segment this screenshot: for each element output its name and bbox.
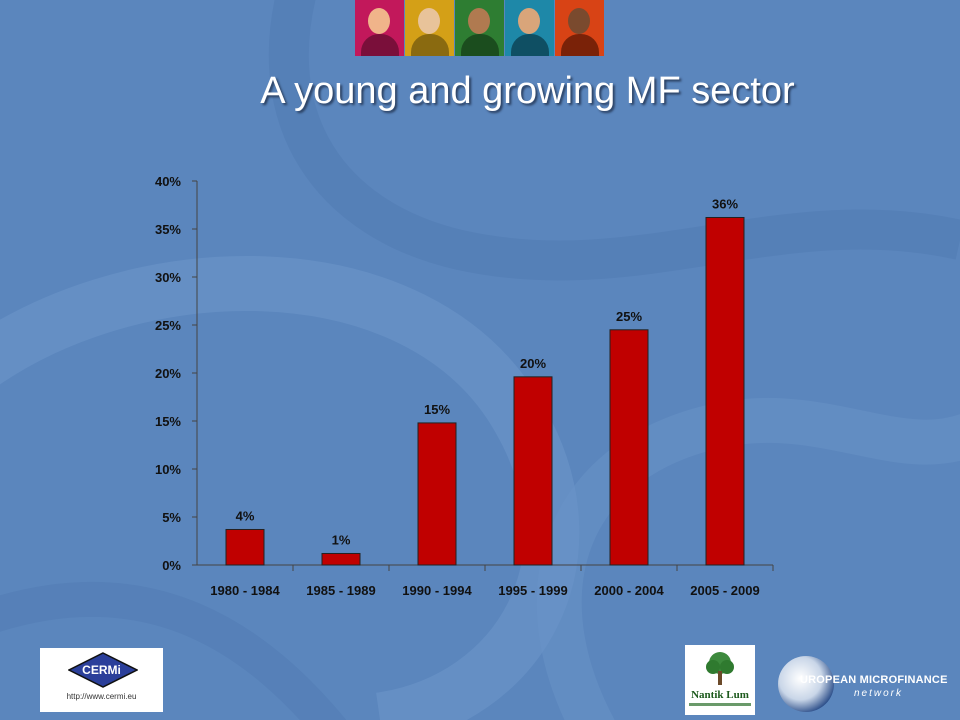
- bar-4: [513, 376, 553, 566]
- data-label-5: 25%: [616, 309, 642, 324]
- data-label-2: 1%: [332, 532, 351, 547]
- data-label-4: 20%: [520, 356, 546, 371]
- data-label-6: 36%: [712, 196, 738, 211]
- photo-2: [405, 0, 454, 56]
- photo-3: [455, 0, 504, 56]
- y-tick-label: 10%: [155, 462, 181, 477]
- tree-icon: [706, 652, 734, 685]
- emn-name: UROPEAN MICROFINANCE: [800, 674, 948, 686]
- bar-2: [321, 552, 361, 566]
- slide-title: A young and growing MF sector: [260, 70, 795, 112]
- x-tick-label-1: 1980 - 1984: [210, 583, 280, 598]
- nantik-subtitle-bar: [689, 703, 751, 706]
- y-tick-label: 20%: [155, 366, 181, 381]
- nantik-lum-name: Nantik Lum: [691, 689, 749, 701]
- bar-5: [609, 329, 649, 566]
- header-photo-strip: [355, 0, 605, 56]
- emn-globe-icon: [778, 656, 834, 712]
- nantik-lum-logo: Nantik Lum: [685, 645, 755, 715]
- x-tick-label-5: 2000 - 2004: [594, 583, 664, 598]
- photo-5: [555, 0, 604, 56]
- x-tick-label-4: 1995 - 1999: [498, 583, 567, 598]
- european-microfinance-network-logo: UROPEAN MICROFINANCE network: [778, 656, 947, 714]
- photo-1: [355, 0, 404, 56]
- cermi-name: CERMi: [82, 663, 121, 677]
- y-tick-label: 15%: [155, 414, 181, 429]
- photo-4: [505, 0, 554, 56]
- data-label-1: 4%: [236, 508, 255, 523]
- y-tick-label: 40%: [155, 174, 181, 189]
- data-label-3: 15%: [424, 402, 450, 417]
- cermi-diamond-icon: [68, 652, 138, 688]
- bar-3: [417, 422, 457, 566]
- cermi-url: http://www.cermi.eu: [66, 692, 137, 701]
- bar-6: [705, 216, 745, 566]
- y-tick-label: 0%: [162, 558, 181, 573]
- x-tick-label-6: 2005 - 2009: [690, 583, 759, 598]
- y-tick-label: 25%: [155, 318, 181, 333]
- x-tick-label-2: 1985 - 1989: [306, 583, 375, 598]
- y-tick-label: 35%: [155, 222, 181, 237]
- emn-network: network: [854, 688, 904, 699]
- x-tick-label-3: 1990 - 1994: [402, 583, 472, 598]
- bar-1: [225, 528, 265, 566]
- cermi-logo: CERMi http://www.cermi.eu: [40, 648, 163, 712]
- y-tick-label: 30%: [155, 270, 181, 285]
- y-tick-label: 5%: [162, 510, 181, 525]
